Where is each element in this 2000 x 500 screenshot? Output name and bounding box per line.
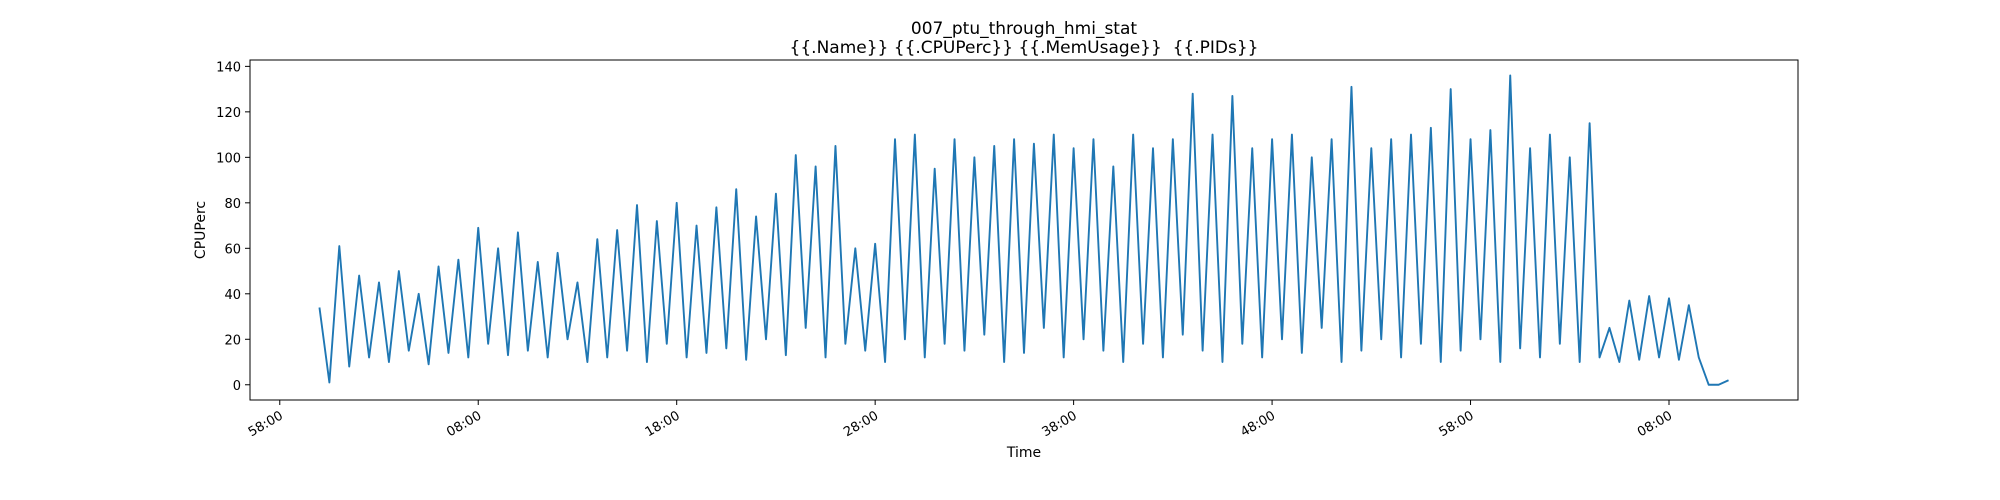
y-tick-label: 40: [224, 288, 241, 303]
y-tick-label: 80: [224, 197, 241, 212]
data-line: [318, 74, 1729, 386]
chart-title: 007_ptu_through_hmi_stat: [911, 19, 1137, 39]
y-tick-label: 20: [224, 333, 241, 348]
y-tick-label: 60: [224, 242, 241, 257]
x-axis-label: Time: [1006, 445, 1041, 461]
y-tick-label: 120: [216, 106, 241, 121]
y-tick-label: 100: [216, 151, 241, 166]
y-tick-label: 0: [233, 379, 241, 394]
y-tick-label: 140: [216, 60, 241, 75]
y-axis-label: CPUPerc: [193, 201, 209, 259]
chart-subtitle: {{.Name}} {{.CPUPerc}} {{.MemUsage}} {{.…: [790, 38, 1259, 58]
axes-frame: [249, 59, 1799, 401]
